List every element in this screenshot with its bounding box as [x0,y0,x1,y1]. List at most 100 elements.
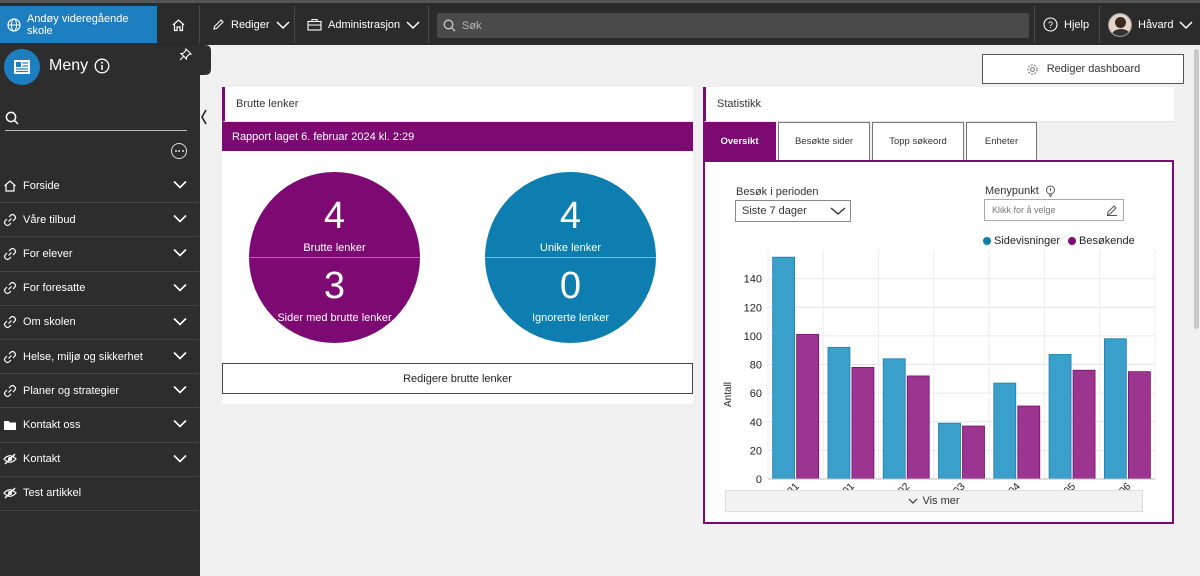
bar-besokende [1127,371,1151,480]
help-button[interactable]: ? Hjelp [1043,6,1089,43]
bar-besokende [1072,369,1096,480]
edit-dashboard-button[interactable]: Rediger dashboard [982,54,1184,84]
sidebar-item-label: Forside [23,179,60,192]
menu-point-label-wrap: Menypunkt [985,185,1056,197]
sidebar-item[interactable]: Kontakt oss [0,408,199,443]
legend-item-besokende[interactable]: Besøkende [1068,235,1135,247]
sidebar-item[interactable]: Om skolen [0,306,199,340]
bar-sidevisninger [1103,338,1127,480]
gear-icon [1027,63,1038,75]
bar-besokende [851,366,875,480]
chevron-down-icon[interactable] [173,214,187,223]
unique-links-stat: 4 Unike lenker [485,172,656,258]
hint-icon[interactable] [1045,185,1056,197]
chevron-down-icon[interactable] [173,283,187,292]
ignored-links-stat: 0 Ignorerte lenker [485,258,656,343]
sidebar-item[interactable]: Planer og strategier [0,374,199,409]
sidebar-item[interactable]: For elever [0,237,199,272]
global-search[interactable]: Søk [437,13,1029,38]
scrollbar-thumb[interactable] [1194,49,1199,329]
edit-broken-links-button[interactable]: Redigere brutte lenker [222,363,693,394]
home-button[interactable] [171,6,186,43]
svg-text:?: ? [1048,20,1053,30]
collapse-sidebar-icon[interactable] [199,45,211,576]
link-icon [3,282,17,295]
site-switcher[interactable]: Andøy videregående skole [0,6,157,43]
rediger-label: Rediger [231,18,270,31]
top-bar: Andøy videregående skole Rediger Adminis… [0,0,1200,45]
period-select[interactable]: Siste 7 dager [735,200,851,222]
tab-oversikt[interactable]: Oversikt [703,122,776,160]
folder-icon [4,420,16,430]
pin-icon[interactable] [179,48,192,61]
sidebar-item-label: Kontakt oss [23,418,81,431]
legend-label: Besøkende [1079,235,1135,247]
chevron-down-icon [909,498,918,504]
search-icon [5,111,19,125]
show-more-button[interactable]: Vis mer [725,490,1143,512]
legend-swatch [1068,237,1077,246]
info-icon[interactable] [94,58,110,74]
y-axis-label: Antall [723,382,734,407]
link-icon [3,316,17,329]
sidebar-item[interactable]: Forside [0,169,199,204]
pencil-icon [213,19,224,30]
chevron-down-icon[interactable] [173,248,187,258]
more-options-icon[interactable] [171,143,187,159]
sidebar-item-label: For elever [23,247,73,260]
overview-tab-content: Besøk i perioden Siste 7 dager Menypunkt… [703,160,1174,524]
chevron-down-icon [1179,20,1193,29]
chevron-down-icon[interactable] [173,419,187,428]
link-icon [3,247,17,261]
sidebar-item[interactable]: Våre tilbud [0,203,199,238]
link-icon [3,350,17,363]
sidebar-item[interactable]: For foresatte [0,272,199,306]
sidebar-item[interactable]: Kontakt [0,443,199,477]
rediger-menu[interactable]: Rediger [212,6,290,43]
y-tick-label: 80 [750,360,762,372]
broken-links-panel: Brutte lenker Rapport laget 6. februar 2… [222,87,693,404]
y-tick-label: 20 [750,445,762,457]
broken-links-circle[interactable]: 4 Brutte lenker 3 Sider med brutte lenke… [249,172,420,343]
menu-search[interactable] [5,105,187,131]
user-menu[interactable]: Håvard [1108,6,1193,43]
pages-with-broken-links-stat: 3 Sider med brutte lenker [249,258,420,343]
bar-besokende [906,375,930,480]
newspaper-icon [14,60,30,74]
user-name: Håvard [1138,18,1174,31]
chevron-down-icon[interactable] [173,317,187,326]
search-placeholder: Søk [462,19,482,32]
administrasjon-menu[interactable]: Administrasjon [307,6,420,43]
chevron-down-icon [406,20,420,29]
tab-besokte-sider[interactable]: Besøkte sider [778,122,870,160]
chevron-down-icon[interactable] [173,180,187,189]
link-icon [3,384,17,397]
page-scrollbar[interactable] [1193,45,1200,576]
menu-logo [4,49,40,85]
legend-item-sidevisninger[interactable]: Sidevisninger [983,235,1060,247]
administrasjon-label: Administrasjon [328,18,401,31]
chevron-down-icon[interactable] [173,351,187,360]
visits-chart: 020406080100120140AntallJan 31Feb 01Feb … [723,250,1156,492]
eye-slash-icon [3,487,17,499]
y-tick-label: 120 [744,302,762,314]
sidebar-item[interactable]: Test artikkel [0,477,199,511]
help-icon: ? [1043,17,1058,32]
chart-legend: Sidevisninger Besøkende [983,235,1135,247]
menu-point-picker[interactable]: Klikk for å velge [984,199,1124,221]
tab-topp-sokeord[interactable]: Topp søkeord [872,122,964,160]
eye-slash-icon [3,453,17,465]
chevron-down-icon[interactable] [173,385,187,394]
broken-links-stat: 4 Brutte lenker [249,172,420,258]
edit-dashboard-label: Rediger dashboard [1046,63,1141,75]
y-tick-label: 140 [744,274,762,286]
home-icon [172,18,185,31]
help-label: Hjelp [1064,18,1090,31]
unique-links-circle[interactable]: 4 Unike lenker 0 Ignorerte lenker [485,172,656,343]
tab-enheter[interactable]: Enheter [966,122,1037,160]
broken-links-title: Brutte lenker [222,87,693,122]
avatar [1108,12,1132,37]
chevron-down-icon[interactable] [173,454,187,463]
menu-point-label: Menypunkt [985,185,1039,197]
sidebar-item[interactable]: Helse, miljø og sikkerhet [0,340,199,375]
